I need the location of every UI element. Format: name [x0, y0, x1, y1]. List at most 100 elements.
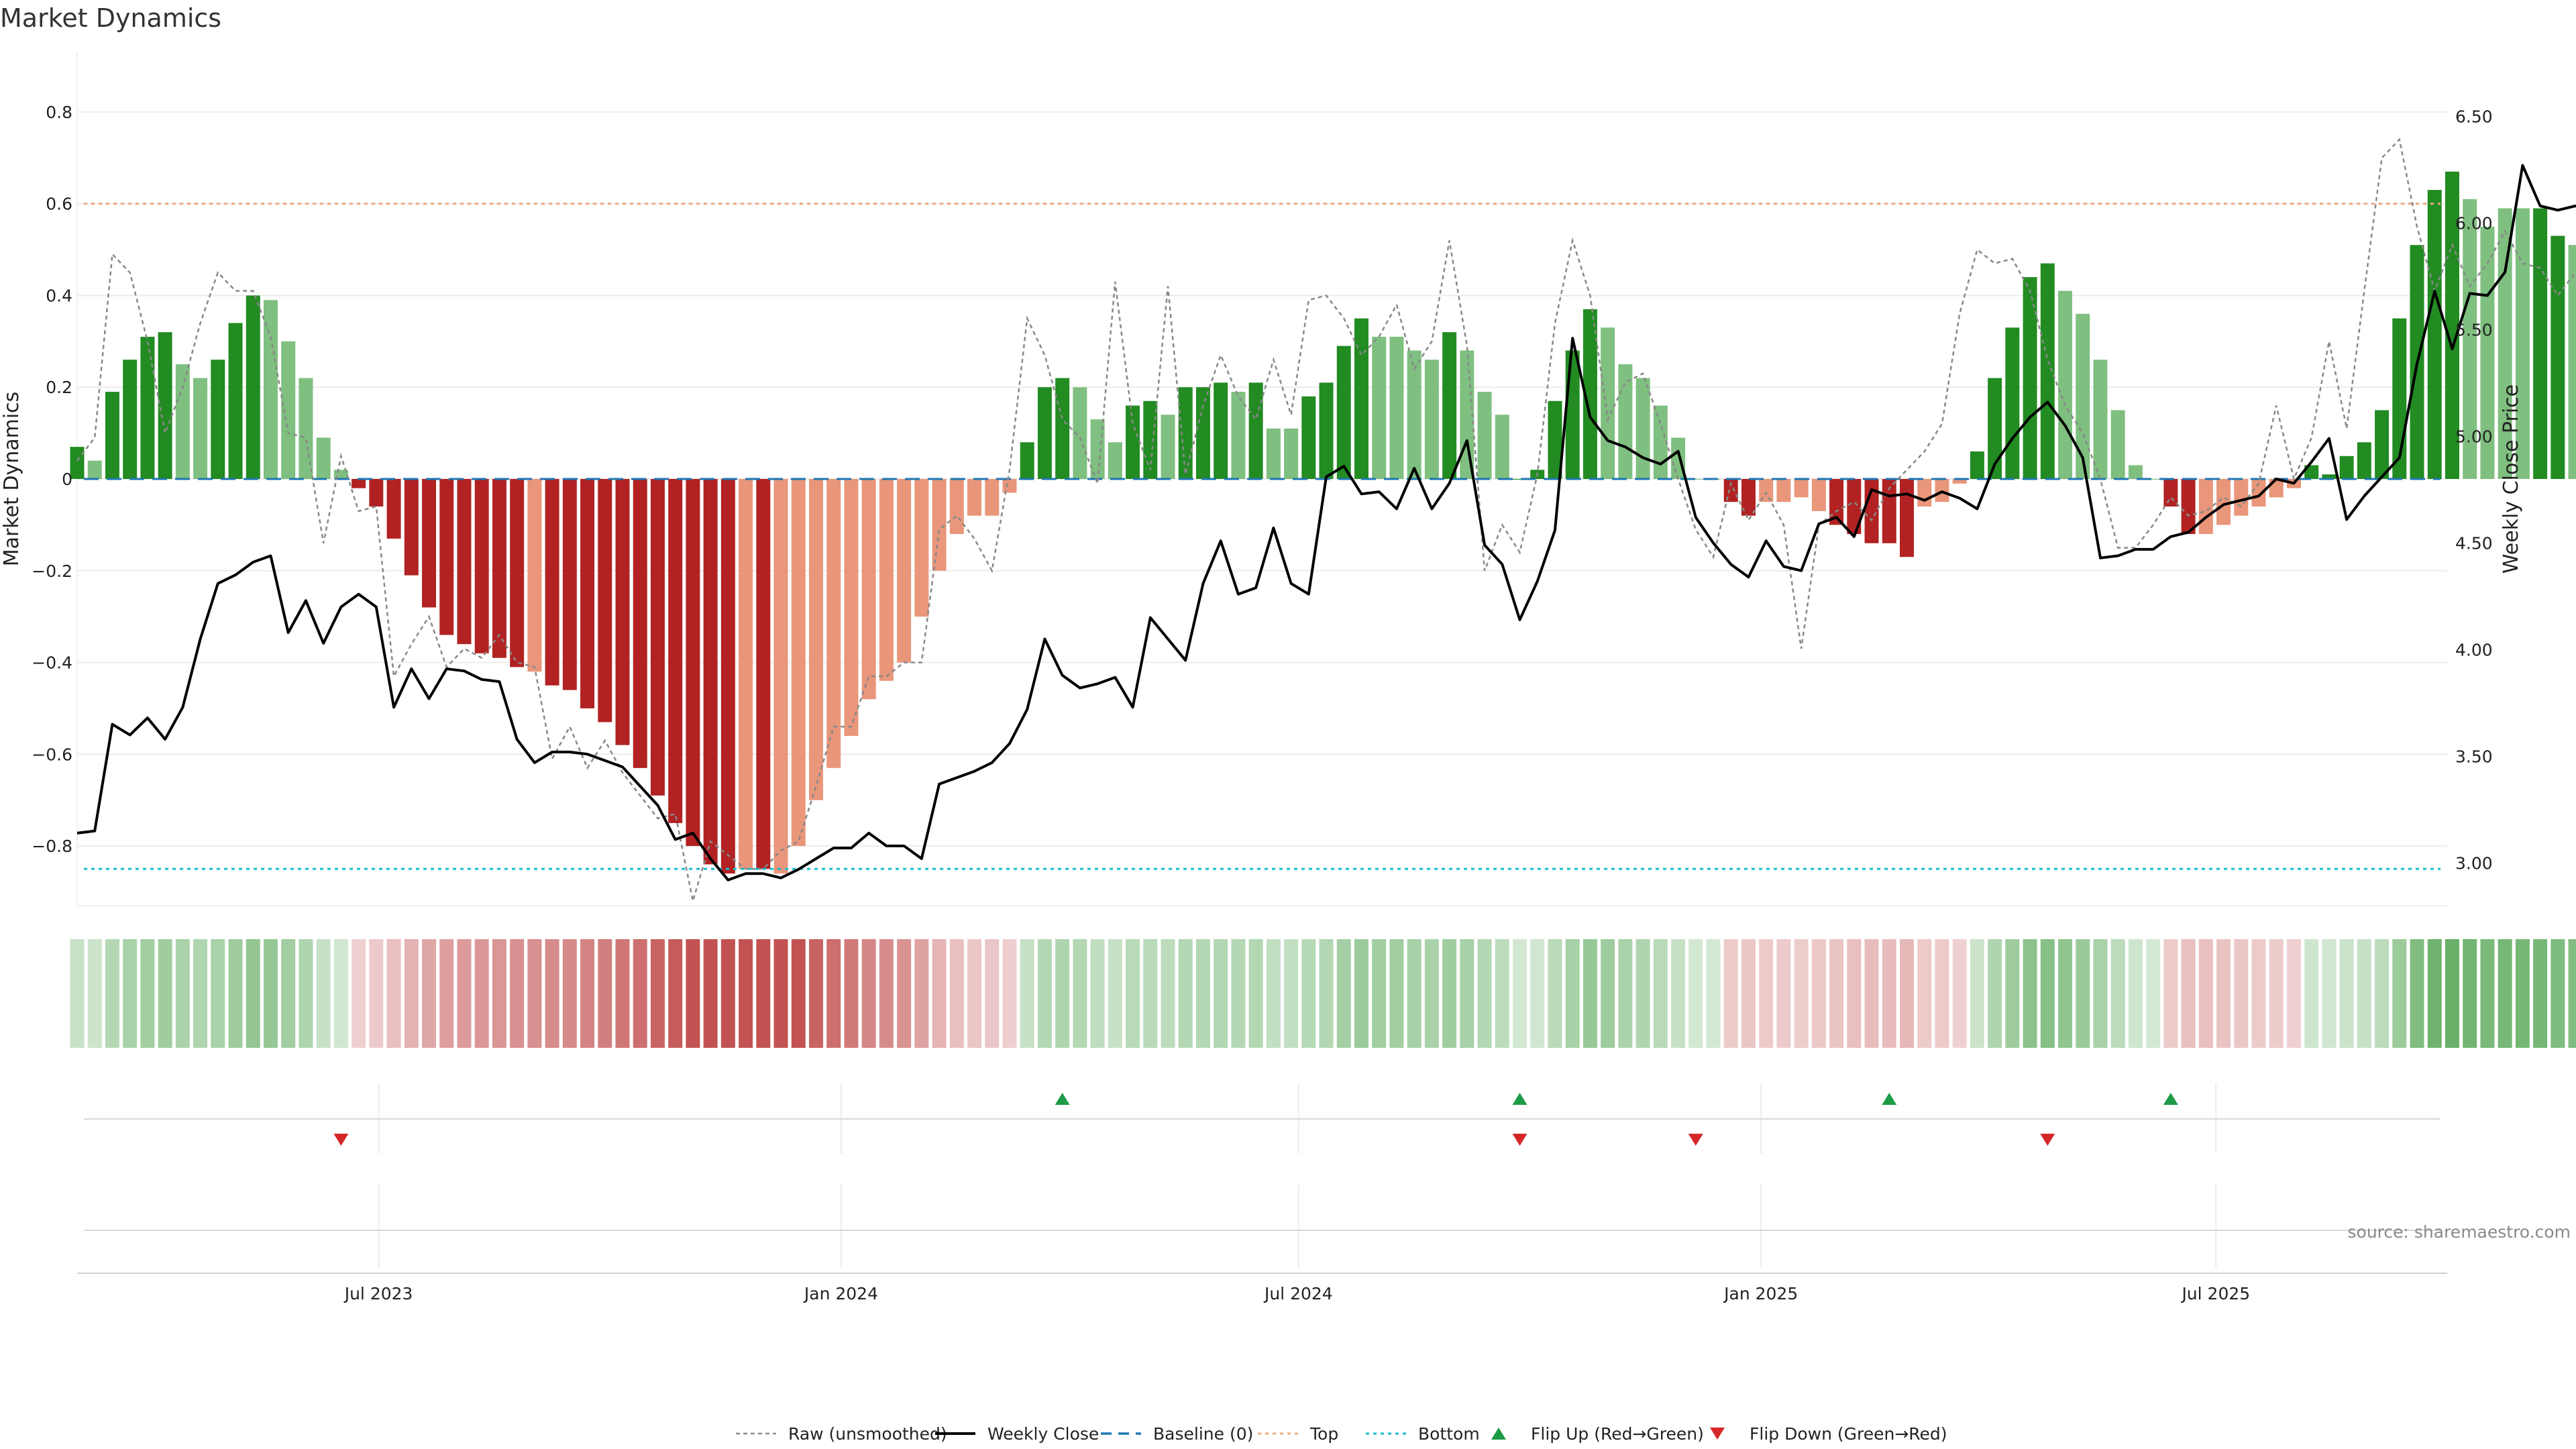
main-panel: 0.8 0.6 0.4 0.2 0 −0.2 −0.4 −0.6 −0.8 6.50 6.00 5.…: [0, 52, 2576, 906]
y2-tick-label: 4.00: [2455, 640, 2493, 659]
dynamics-bar: [2322, 474, 2337, 479]
dynamics-bar: [2181, 479, 2196, 535]
dynamics-bar: [686, 479, 700, 847]
dynamics-bar: [1970, 451, 1984, 479]
heat-cell: [739, 939, 753, 1048]
heat-cell: [1829, 939, 1844, 1048]
dynamics-bar: [1723, 479, 1738, 502]
dynamics-bar: [615, 479, 630, 745]
reference-lines: [84, 203, 2440, 870]
legend: Raw (unsmoothed) Weekly Close Baseline (0)…: [736, 1424, 1947, 1444]
heat-cell: [1565, 939, 1580, 1048]
flip-panel: [84, 1083, 2440, 1154]
heat-cell: [1548, 939, 1562, 1048]
flip-down-marker: [333, 1134, 349, 1146]
heat-cell: [105, 939, 119, 1048]
heat-cell: [492, 939, 506, 1048]
heat-cell: [1864, 939, 1879, 1048]
heat-cell: [2410, 939, 2424, 1048]
heat-cell: [598, 939, 612, 1048]
dynamics-bar: [1055, 378, 1070, 479]
dynamics-bar: [1336, 345, 1351, 479]
dynamics-bar: [2023, 277, 2037, 479]
heat-cell: [2234, 939, 2249, 1048]
dynamics-bar: [2058, 290, 2073, 479]
heat-cell: [897, 939, 912, 1048]
heat-cell: [932, 939, 947, 1048]
dynamics-bar: [1037, 387, 1052, 479]
heat-cell: [633, 939, 647, 1048]
heat-cell: [1882, 939, 1896, 1048]
heat-cell: [1195, 939, 1210, 1048]
heat-cell: [1284, 939, 1299, 1048]
heat-cell: [756, 939, 771, 1048]
legend-label: Baseline (0): [1153, 1424, 1253, 1444]
heat-cell: [562, 939, 577, 1048]
heat-cell: [386, 939, 401, 1048]
heat-cell: [1477, 939, 1492, 1048]
dynamics-bar: [598, 479, 612, 722]
heat-cell: [2163, 939, 2178, 1048]
dynamics-bar: [580, 479, 595, 708]
y-tick-label: 0.4: [46, 286, 72, 305]
heat-cell: [1108, 939, 1122, 1048]
dynamics-bar: [2551, 235, 2565, 479]
dynamics-bar: [1513, 479, 1527, 480]
y2-tick-label: 5.50: [2455, 320, 2493, 339]
heat-cell: [140, 939, 155, 1048]
dynamics-bar: [2251, 479, 2266, 507]
y-tick-label: −0.2: [32, 561, 72, 581]
heat-cell: [2216, 939, 2231, 1048]
heat-cell: [2058, 939, 2073, 1048]
dynamics-bar: [2110, 410, 2125, 479]
dynamics-bar: [1319, 382, 1334, 479]
dynamics-bar: [386, 479, 401, 539]
y-tick-label: −0.4: [32, 653, 72, 673]
flip-up-marker: [1882, 1093, 1897, 1105]
legend-swatch: [1710, 1428, 1725, 1440]
heat-cell: [299, 939, 313, 1048]
dynamics-bar: [703, 479, 718, 865]
dynamics-bar: [2128, 465, 2143, 479]
heat-cell: [2463, 939, 2477, 1048]
dynamics-bar: [1301, 396, 1316, 479]
dynamics-bar: [2198, 479, 2213, 535]
dynamics-bar: [2568, 245, 2576, 479]
dynamics-bar: [2093, 360, 2108, 479]
heat-cell: [2128, 939, 2143, 1048]
flip-up-marker: [1055, 1093, 1070, 1105]
dynamics-bar: [1073, 387, 1087, 479]
dynamics-bar: [2533, 208, 2548, 479]
heat-cell: [1653, 939, 1668, 1048]
dynamics-bar: [2076, 313, 2090, 479]
y-tick-label: 0.8: [46, 103, 72, 122]
heat-cell: [1900, 939, 1914, 1048]
heat-cell: [1495, 939, 1509, 1048]
dynamics-bar: [263, 300, 278, 479]
dynamics-bar: [1811, 479, 1826, 511]
flip-down-marker: [2040, 1134, 2055, 1146]
heat-cell: [369, 939, 384, 1048]
heat-cell: [527, 939, 542, 1048]
dynamics-bar: [1442, 332, 1457, 479]
source-credit: source: sharemaestro.com: [2348, 1222, 2571, 1242]
heat-cell: [70, 939, 85, 1048]
heat-cell: [1970, 939, 1984, 1048]
dynamics-bar: [492, 479, 506, 658]
heat-cell: [1424, 939, 1439, 1048]
dynamics-bar: [1917, 479, 1932, 507]
heat-cell: [333, 939, 348, 1048]
dynamics-bar: [826, 479, 841, 768]
right-axis-ticks: 6.50 6.00 5.50 5.00 4.50 4.00 3.50 3.00: [2455, 107, 2493, 873]
heat-cell: [2181, 939, 2196, 1048]
dynamics-bar: [2234, 479, 2249, 516]
chart-title: Market Dynamics: [0, 3, 221, 33]
dynamics-bar: [105, 392, 119, 479]
heat-cell: [2110, 939, 2125, 1048]
dynamics-bar: [1354, 318, 1368, 479]
heat-cell: [175, 939, 190, 1048]
dynamics-bar: [2269, 479, 2284, 498]
heat-cell: [949, 939, 964, 1048]
heat-cell: [2304, 939, 2319, 1048]
legend-label: Raw (unsmoothed): [788, 1424, 947, 1444]
